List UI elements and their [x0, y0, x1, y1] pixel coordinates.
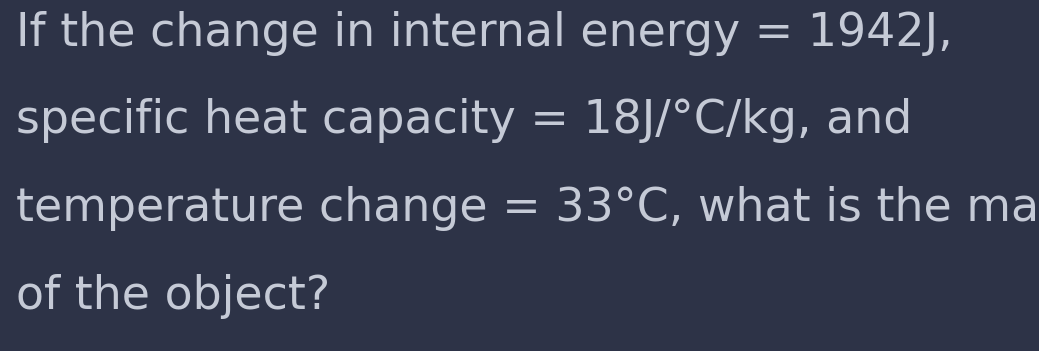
- Text: of the object?: of the object?: [16, 274, 329, 319]
- Text: temperature change = 33°C, what is the mass: temperature change = 33°C, what is the m…: [16, 186, 1039, 231]
- Text: If the change in internal energy = 1942J,: If the change in internal energy = 1942J…: [16, 11, 953, 55]
- Text: specific heat capacity = 18J/°C/kg, and: specific heat capacity = 18J/°C/kg, and: [16, 98, 912, 143]
